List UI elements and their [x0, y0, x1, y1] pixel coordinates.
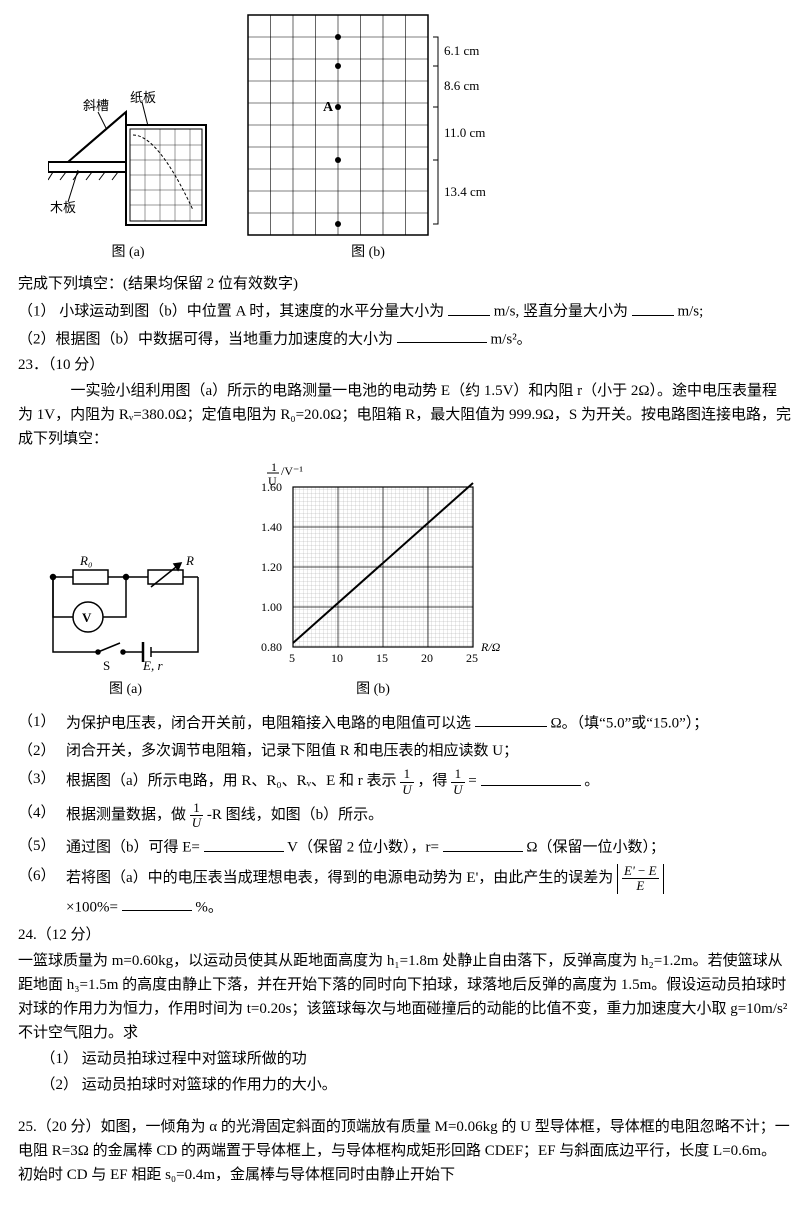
blank-4[interactable] [475, 710, 547, 728]
q23-item-3: （3） 根据图（a）所示电路，用 R、R₀、Rᵥ、E 和 r 表示 1U ，得 … [18, 767, 791, 797]
q23-title: 23．（10 分） [18, 353, 791, 377]
q22-p1-b: m/s, 竖直分量大小为 [494, 304, 628, 320]
i3b: ，得 [417, 774, 447, 790]
apparatus-svg: 斜槽 纸板 木板 [48, 90, 208, 240]
yt0: 0.80 [261, 640, 282, 654]
graph-svg: 1 U /V⁻¹ 0.80 1.00 1.20 1.40 1 [243, 457, 503, 677]
q23-item-6: （6） 若将图（a）中的电压表当成理想电表，得到的电源电动势为 E'，由此产生的… [18, 864, 791, 919]
q23-intro: 一实验小组利用图（a）所示的电路测量一电池的电动势 E（约 1.5V）和内阻 r… [18, 379, 791, 451]
fig-b-caption: 图 (b) [238, 242, 498, 264]
frac-1u-2: 1U [451, 767, 464, 797]
slope-label: 斜槽 [83, 98, 109, 113]
paper-label: 纸板 [130, 90, 156, 105]
figure-a: 斜槽 纸板 木板 图 (a) [48, 90, 208, 264]
q22-p2-b: m/s²。 [491, 331, 532, 347]
figure-row-1: 斜槽 纸板 木板 图 (a) [18, 10, 791, 264]
i2: 闭合开关，多次调节电阻箱，记录下阻值 R 和电压表的相应读数 U； [66, 739, 791, 763]
figure-b: A 6.1 cm 8.6 cm 11.0 cm 13.4 cm 图 (b) [238, 10, 498, 264]
abs-err: E' − EE [617, 864, 664, 894]
q23-item-5: （5） 通过图（b）可得 E= V（保留 2 位小数），r= Ω（保留一位小数）… [18, 834, 791, 860]
blank-3[interactable] [397, 326, 487, 344]
r-label: R [185, 553, 194, 568]
fig-a-caption: 图 (a) [48, 242, 208, 264]
i1a: 为保护电压表，闭合开关前，电阻箱接入电路的电阻值可以选 [66, 715, 471, 731]
circuit-caption: 图 (a) [38, 679, 213, 701]
r0-label: R₀ [79, 553, 92, 568]
y-unit: /V⁻¹ [281, 464, 303, 478]
q22-intro: 完成下列填空：(结果均保留 2 位有效数字) [18, 272, 791, 296]
figure-row-2: V R₀ R S E, r 图 (a) 1 U /V⁻¹ [18, 457, 791, 701]
q25-title: 25.（20 分）如图，一倾角为 α 的光滑固定斜面的顶端放有质量 M=0.06… [18, 1115, 791, 1187]
i1b: Ω。（填“5.0”或“15.0”）； [551, 715, 709, 731]
i6b: ×100%= [66, 899, 118, 915]
frac-1u-1: 1U [400, 767, 413, 797]
i3c: = [468, 774, 476, 790]
q22-p1-a: （1） 小球运动到图（b）中位置 A 时，其速度的水平分量大小为 [18, 304, 444, 320]
dim-1: 6.1 cm [444, 43, 479, 58]
spacer [18, 1099, 791, 1113]
q23-item-2: （2） 闭合开关，多次调节电阻箱，记录下阻值 R 和电压表的相应读数 U； [18, 739, 791, 763]
q23-item-4: （4） 根据测量数据，做 1U -R 图线，如图（b）所示。 [18, 801, 791, 831]
circuit-fig: V R₀ R S E, r 图 (a) [38, 547, 213, 701]
blank-5[interactable] [481, 768, 581, 786]
q24-sub1: （1） 运动员拍球过程中对篮球所做的功 [18, 1047, 791, 1071]
blank-7[interactable] [443, 834, 523, 852]
xt4: 25 [466, 651, 478, 665]
i3d: 。 [584, 774, 599, 790]
v-label: V [82, 610, 92, 625]
s-label: S [103, 658, 110, 673]
i3a: 根据图（a）所示电路，用 R、R₀、Rᵥ、E 和 r 表示 [66, 774, 396, 790]
dim-2: 8.6 cm [444, 78, 479, 93]
circuit-svg: V R₀ R S E, r [38, 547, 213, 677]
yt1: 1.00 [261, 600, 282, 614]
yt3: 1.40 [261, 520, 282, 534]
i5c: Ω（保留一位小数）； [526, 840, 665, 856]
blank-6[interactable] [204, 834, 284, 852]
xt3: 20 [421, 651, 433, 665]
i4b: -R 图线，如图（b）所示。 [207, 807, 383, 823]
q22-p2-a: （2）根据图（b）中数据可得，当地重力加速度的大小为 [18, 331, 393, 347]
point-a-label: A [323, 100, 334, 115]
q22-p1-c: m/s; [677, 304, 703, 320]
q24-sub2: （2） 运动员拍球时对篮球的作用力的大小。 [18, 1073, 791, 1097]
blank-2[interactable] [632, 298, 674, 316]
dim-3: 11.0 cm [444, 125, 485, 140]
blank-1[interactable] [448, 298, 490, 316]
xt1: 10 [331, 651, 343, 665]
yt2: 1.20 [261, 560, 282, 574]
graph-caption: 图 (b) [243, 679, 503, 701]
e-label: E, r [142, 658, 163, 673]
i6c: %。 [195, 899, 223, 915]
board-label: 木板 [50, 200, 76, 215]
q23-item-1: （1） 为保护电压表，闭合开关前，电阻箱接入电路的电阻值可以选 Ω。（填“5.0… [18, 710, 791, 736]
x-label: R/Ω [480, 640, 501, 654]
yt4: 1.60 [261, 480, 282, 494]
xt0: 5 [289, 651, 295, 665]
i6a: 若将图（a）中的电压表当成理想电表，得到的电源电动势为 E'，由此产生的误差为 [66, 870, 613, 886]
dim-4: 13.4 cm [444, 184, 486, 199]
i4a: 根据测量数据，做 [66, 807, 186, 823]
q24-title: 24.（12 分） [18, 923, 791, 947]
svg-text:1: 1 [271, 460, 277, 474]
grid-svg: A 6.1 cm 8.6 cm 11.0 cm 13.4 cm [238, 10, 498, 240]
q24-body: 一篮球质量为 m=0.60kg，以运动员使其从距地面高度为 h₁=1.8m 处静… [18, 949, 791, 1045]
xt2: 15 [376, 651, 388, 665]
graph-fig: 1 U /V⁻¹ 0.80 1.00 1.20 1.40 1 [243, 457, 503, 701]
blank-8[interactable] [122, 894, 192, 912]
q22-p2: （2）根据图（b）中数据可得，当地重力加速度的大小为 m/s²。 [18, 326, 791, 352]
i5b: V（保留 2 位小数），r= [287, 840, 439, 856]
frac-1u-3: 1U [190, 801, 203, 831]
q22-p1: （1） 小球运动到图（b）中位置 A 时，其速度的水平分量大小为 m/s, 竖直… [18, 298, 791, 324]
i5a: 通过图（b）可得 E= [66, 840, 200, 856]
